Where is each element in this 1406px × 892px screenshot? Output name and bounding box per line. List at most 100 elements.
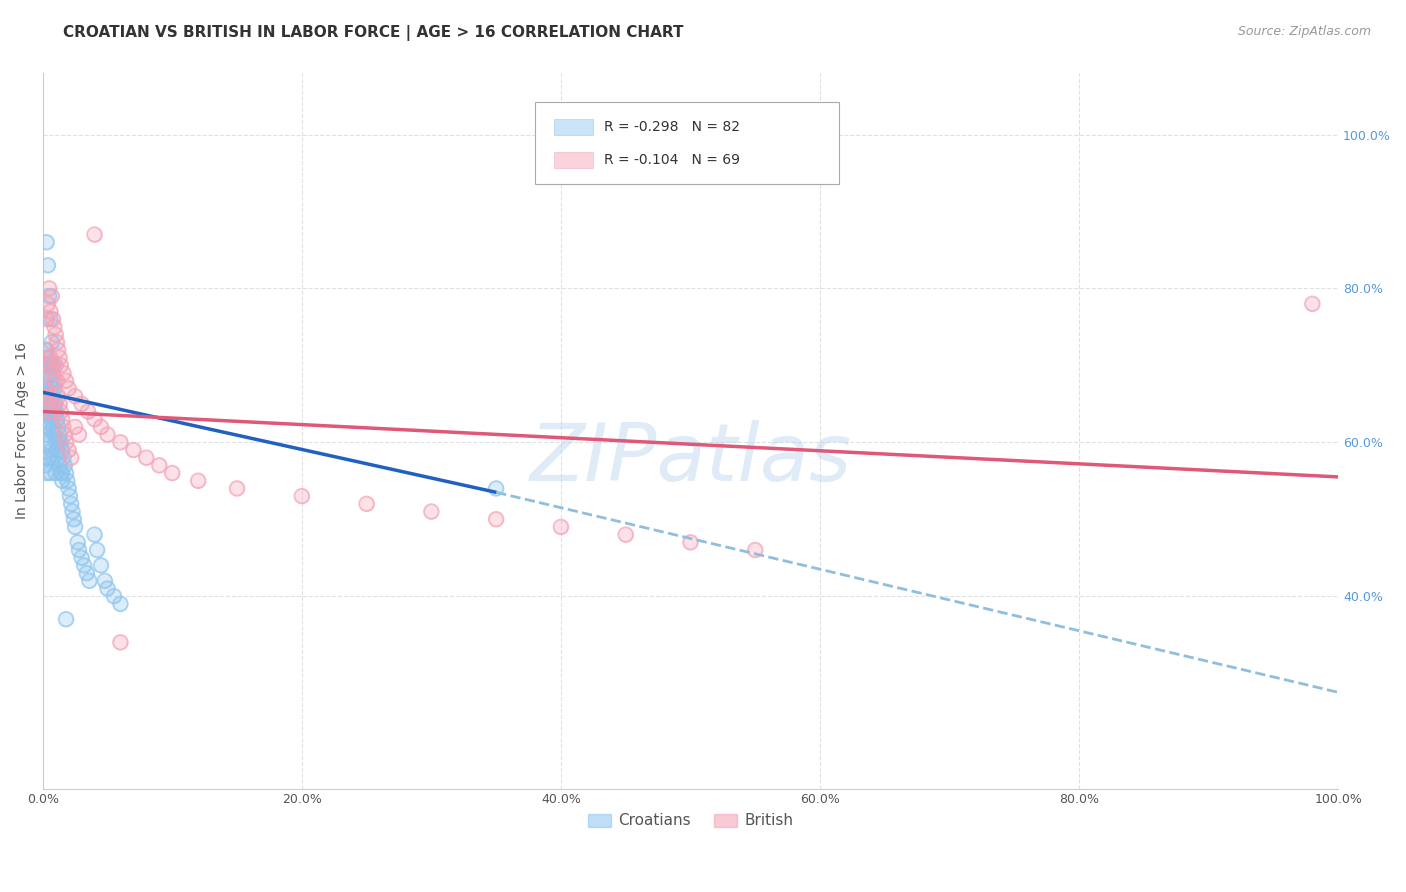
Point — [34, 397, 56, 411]
Point — [44, 397, 66, 411]
Point — [79, 574, 101, 588]
Point — [63, 420, 86, 434]
Point — [35, 435, 58, 450]
Point — [187, 474, 209, 488]
Point — [35, 312, 58, 326]
Point — [49, 466, 72, 480]
Point — [42, 312, 65, 326]
Point — [39, 389, 62, 403]
Point — [162, 466, 184, 480]
Point — [48, 427, 70, 442]
Point — [51, 466, 73, 480]
Point — [38, 450, 60, 465]
Point — [32, 420, 55, 434]
Point — [32, 381, 55, 395]
Point — [46, 389, 69, 403]
Point — [35, 466, 58, 480]
Point — [34, 404, 56, 418]
Point — [49, 359, 72, 373]
Point — [96, 582, 118, 596]
Point — [52, 420, 75, 434]
Point — [44, 381, 66, 395]
Point — [35, 389, 58, 403]
Point — [67, 427, 90, 442]
Point — [122, 442, 145, 457]
Point — [35, 404, 58, 418]
Point — [38, 359, 60, 373]
Point — [96, 427, 118, 442]
Point — [45, 435, 67, 450]
Point — [148, 458, 170, 473]
Point — [44, 319, 66, 334]
Point — [110, 597, 132, 611]
Point — [45, 404, 67, 418]
Point — [49, 404, 72, 418]
Point — [60, 497, 83, 511]
Point — [32, 450, 55, 465]
Y-axis label: In Labor Force | Age > 16: In Labor Force | Age > 16 — [15, 343, 30, 519]
Point — [51, 412, 73, 426]
Text: ZIPatlas: ZIPatlas — [530, 420, 852, 499]
Point — [83, 527, 105, 541]
Point — [39, 435, 62, 450]
Point — [63, 420, 86, 434]
Point — [34, 427, 56, 442]
Point — [485, 512, 508, 526]
Point — [32, 450, 55, 465]
Point — [42, 450, 65, 465]
Point — [46, 450, 69, 465]
Point — [48, 458, 70, 473]
Point — [51, 474, 73, 488]
Point — [46, 335, 69, 350]
Point — [122, 442, 145, 457]
Point — [41, 381, 63, 395]
Point — [35, 466, 58, 480]
Point — [34, 458, 56, 473]
Point — [38, 420, 60, 434]
Point — [46, 450, 69, 465]
Point — [62, 504, 84, 518]
Point — [34, 458, 56, 473]
Point — [38, 366, 60, 380]
Point — [77, 404, 100, 418]
Point — [83, 412, 105, 426]
Point — [744, 543, 766, 558]
Point — [70, 550, 93, 565]
Point — [55, 374, 77, 388]
Point — [62, 504, 84, 518]
Point — [485, 482, 508, 496]
Point — [42, 366, 65, 380]
Point — [63, 520, 86, 534]
Point — [63, 389, 86, 403]
Point — [42, 404, 65, 418]
Point — [37, 351, 59, 365]
Point — [32, 420, 55, 434]
Point — [70, 397, 93, 411]
Point — [76, 566, 98, 580]
Point — [32, 381, 55, 395]
Point — [39, 312, 62, 326]
Point — [744, 543, 766, 558]
Point — [110, 635, 132, 649]
Point — [55, 374, 77, 388]
Point — [35, 235, 58, 250]
Point — [42, 359, 65, 373]
Point — [90, 558, 112, 573]
Point — [37, 258, 59, 272]
Point — [356, 497, 378, 511]
Point — [1301, 297, 1323, 311]
Point — [35, 351, 58, 365]
Point — [37, 450, 59, 465]
Legend: Croatians, British: Croatians, British — [582, 807, 800, 835]
Point — [41, 335, 63, 350]
Text: Source: ZipAtlas.com: Source: ZipAtlas.com — [1237, 25, 1371, 38]
Point — [37, 359, 59, 373]
Point — [60, 497, 83, 511]
Point — [55, 612, 77, 626]
Point — [35, 435, 58, 450]
Point — [59, 489, 82, 503]
Point — [62, 512, 84, 526]
Point — [63, 389, 86, 403]
Point — [103, 589, 125, 603]
Point — [58, 442, 80, 457]
